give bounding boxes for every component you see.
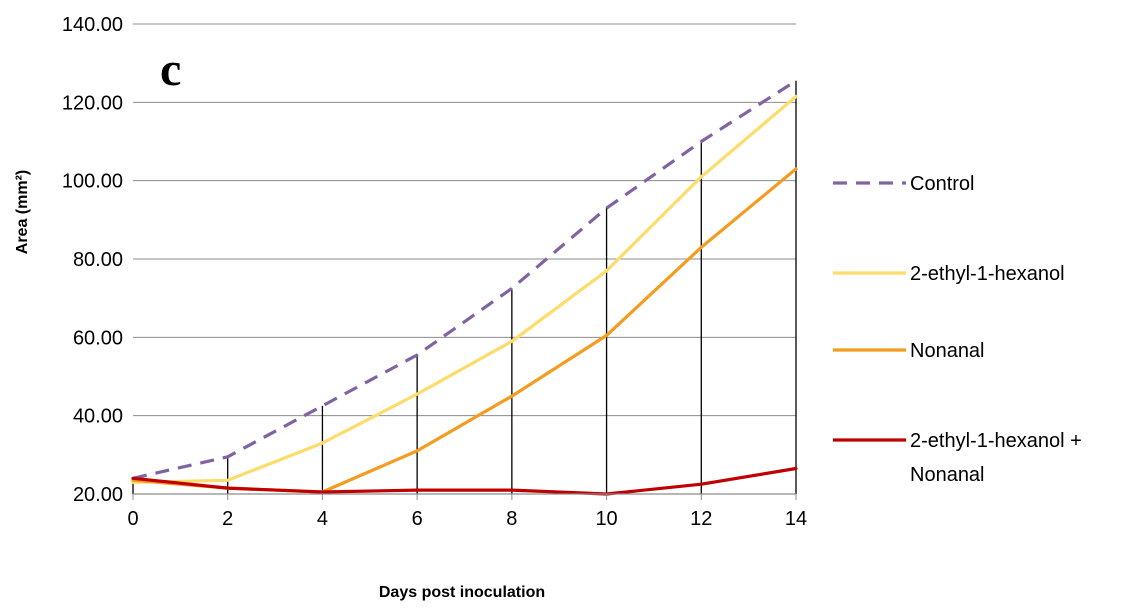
y-tick-label: 20.00: [73, 484, 123, 506]
series-line-0: [132, 79, 797, 480]
legend: Control 2-ethyl-1-hexanol Nonanal 2-ethyl-1…: [833, 173, 1082, 486]
y-tick-label: 40.00: [73, 406, 123, 428]
axes: 20.00 40.00 60.00 80.00 100.00 120.00 140.00 0 2…: [62, 14, 807, 530]
y-tick-label: 100.00: [62, 171, 123, 193]
x-tick-label: 4: [317, 508, 328, 530]
legend-label-2: Nonanal: [910, 340, 985, 362]
x-tick-label: 14: [785, 508, 807, 530]
legend-label-0: Control: [910, 173, 974, 195]
error-bars: [132, 80, 797, 494]
x-tick-label: 2: [222, 508, 233, 530]
series-line-3: [131, 466, 798, 496]
x-tick-label: 6: [412, 508, 423, 530]
gridlines: [133, 23, 796, 417]
legend-label-3: 2-ethyl-1-hexanol +: [910, 430, 1082, 452]
x-tick-label: 10: [595, 508, 617, 530]
series-lines: [131, 79, 798, 496]
y-tick-label: 120.00: [62, 92, 123, 114]
y-axis-title: Area (mm²): [14, 170, 31, 254]
x-tick-label: 12: [690, 508, 712, 530]
legend-label-1: 2-ethyl-1-hexanol: [910, 263, 1065, 285]
y-tick-label: 60.00: [73, 327, 123, 349]
x-tick-label: 8: [506, 508, 517, 530]
panel-label: c: [160, 43, 181, 96]
series-line-2: [131, 167, 798, 494]
x-tick-label: 0: [127, 508, 138, 530]
y-tick-label: 140.00: [62, 14, 123, 36]
series-line-1: [131, 94, 798, 484]
legend-label-3: Nonanal: [910, 464, 985, 486]
y-tick-label: 80.00: [73, 249, 123, 271]
x-axis-title: Days post inoculation: [379, 584, 545, 601]
